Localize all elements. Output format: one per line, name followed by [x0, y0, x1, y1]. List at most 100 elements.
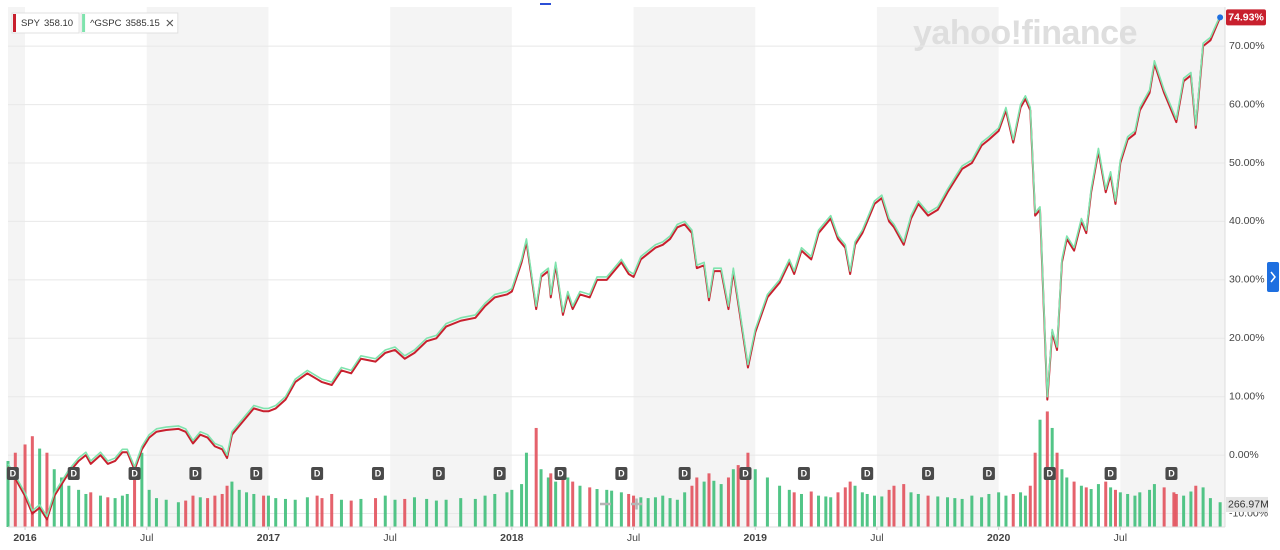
- volume-bar: [89, 492, 93, 527]
- volume-bar: [588, 487, 592, 527]
- volume-bar: [1194, 485, 1198, 527]
- dividend-label: D: [131, 468, 138, 478]
- volume-bar: [245, 492, 249, 527]
- volume-bar: [383, 495, 387, 527]
- volume-bar: [1104, 481, 1108, 527]
- volume-bar: [154, 498, 158, 527]
- band: [390, 7, 512, 527]
- volume-bar: [176, 502, 180, 527]
- dividend-label: D: [742, 468, 749, 478]
- x-tick-label: 2016: [13, 532, 37, 544]
- volume-bar: [712, 480, 716, 527]
- range-handle[interactable]: [540, 3, 551, 5]
- dividend-marker: [250, 467, 263, 480]
- badge-label: 74.93%: [1228, 12, 1264, 24]
- dividend-label: D: [1047, 468, 1054, 478]
- legend-box: [80, 12, 179, 34]
- volume-bar: [1118, 492, 1122, 527]
- volume-bar: [120, 495, 124, 527]
- dividend-marker: [615, 467, 628, 480]
- legend-close[interactable]: [166, 19, 174, 27]
- volume-bar: [1113, 489, 1117, 527]
- dividend-marker: [554, 467, 567, 480]
- volume-bar: [1148, 489, 1152, 527]
- volume-bar: [1182, 495, 1186, 527]
- volume-bar: [853, 485, 857, 527]
- volume-bar: [719, 484, 723, 527]
- volume-bar: [765, 477, 769, 527]
- volume-bar: [554, 481, 558, 527]
- volume-bar: [736, 465, 740, 527]
- volume-bar: [1023, 495, 1027, 527]
- volume-bar: [873, 495, 877, 527]
- volume-bar: [566, 477, 570, 527]
- dividend-marker: [6, 467, 19, 480]
- dividend-marker: [128, 467, 141, 480]
- volume-bar: [13, 452, 17, 527]
- volume-bar: [627, 493, 631, 527]
- volume-bar: [860, 492, 864, 527]
- volume-bar: [524, 452, 528, 527]
- volume-bar: [1028, 485, 1032, 527]
- volume-bar: [792, 492, 796, 527]
- y-tick-label: 40.00%: [1229, 215, 1265, 227]
- volume-bar: [1133, 495, 1137, 527]
- legend-quote: 358.10: [44, 18, 73, 29]
- dividend-label: D: [801, 468, 808, 478]
- dividend-label: D: [253, 468, 260, 478]
- band: [146, 7, 269, 527]
- volume-bar: [23, 444, 27, 527]
- volume-bar: [534, 427, 538, 527]
- volume-bar: [6, 460, 10, 527]
- volume-bar: [1172, 492, 1176, 527]
- side-tab[interactable]: [1267, 262, 1279, 292]
- y-tick-label: 0.00%: [1229, 449, 1259, 461]
- dividend-marker: [189, 467, 202, 480]
- volume-bar: [98, 495, 102, 527]
- volume-bar: [799, 493, 803, 527]
- volume-bar: [787, 489, 791, 527]
- volume-bar: [393, 499, 397, 527]
- volume-bar: [880, 496, 884, 527]
- volume-bar: [953, 498, 957, 527]
- volume-bar: [520, 484, 524, 527]
- volume-bar: [1011, 493, 1015, 527]
- volume-bar: [339, 499, 343, 527]
- volume-bar: [305, 497, 309, 527]
- legend-item: ^GSPC 3585.15: [80, 12, 179, 34]
- volume-bar: [1208, 498, 1212, 527]
- volume-bar: [605, 489, 609, 527]
- volume-bar: [936, 496, 940, 527]
- dividend-marker: [861, 467, 874, 480]
- volume-bar: [561, 469, 565, 527]
- volume-bar: [349, 500, 353, 527]
- legend-box: [11, 12, 80, 34]
- dividend-marker: [1043, 467, 1056, 480]
- volume-bar: [1060, 469, 1064, 527]
- volume-bar: [753, 469, 757, 527]
- dividend-marker: [371, 467, 384, 480]
- dividend-marker: [1165, 467, 1178, 480]
- volume-bar: [731, 469, 735, 527]
- volume-bar: [1019, 492, 1023, 527]
- volume-bar: [1126, 493, 1130, 527]
- volume-bar: [690, 485, 694, 527]
- volume-bar: [434, 500, 438, 527]
- dividend-marker: [67, 467, 80, 480]
- volume-bar: [359, 498, 363, 527]
- volume-bar: [829, 497, 833, 527]
- y-tick-label: 10.00%: [1229, 390, 1265, 402]
- volume-bar: [946, 497, 950, 527]
- volume-bar: [668, 498, 672, 527]
- volume-bar: [1072, 481, 1076, 527]
- band: [876, 7, 999, 527]
- volume-bar: [283, 498, 287, 527]
- dividend-marker: [493, 467, 506, 480]
- volume-bar: [639, 497, 643, 527]
- volume-bar: [610, 490, 614, 527]
- legend-name: SPY: [21, 18, 41, 29]
- volume-bar: [38, 448, 42, 527]
- legend-name: ^GSPC: [90, 18, 122, 29]
- volume-bar: [293, 499, 297, 527]
